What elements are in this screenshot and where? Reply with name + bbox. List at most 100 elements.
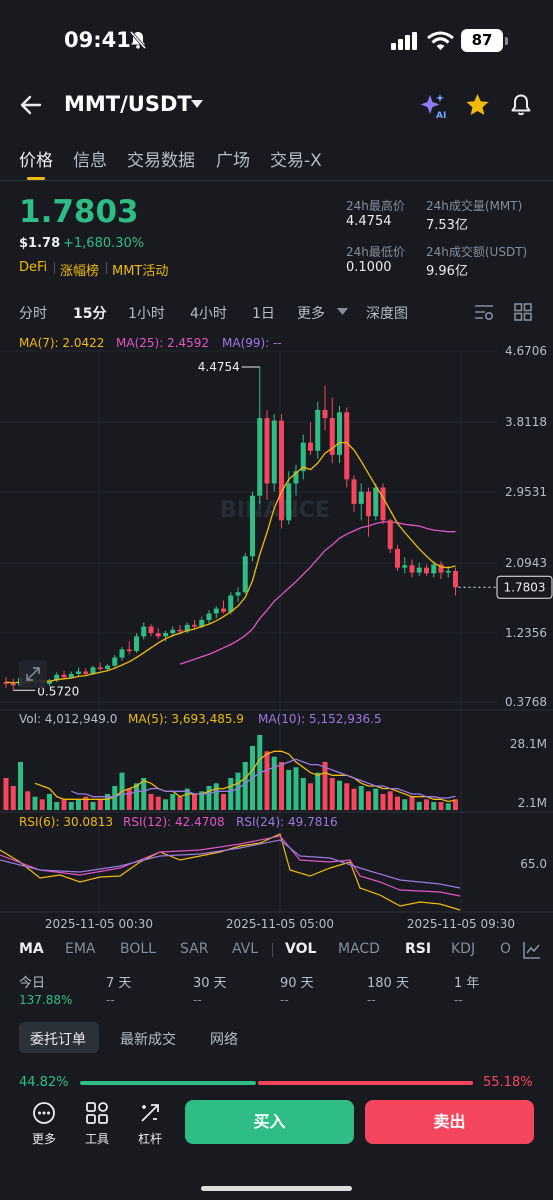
candle-body [177,629,183,632]
candle-body [148,626,154,634]
interval-15m[interactable]: 15分 [73,306,107,322]
tab-trading-data[interactable]: 交易数据 [127,151,195,171]
volume-bar [402,799,408,810]
period-90d-value: -- [280,993,289,1007]
grid-layout-icon[interactable] [514,303,532,321]
tab-price[interactable]: 价格 [19,151,53,171]
caret-down-icon [337,308,348,315]
buy-ratio-bar [80,1081,256,1085]
indicator-ma[interactable]: MA [19,941,44,957]
period-180d-value: -- [367,993,376,1007]
tab-order-book[interactable]: 委托订单 [30,1032,86,1048]
candle-body [61,674,67,678]
pair-title[interactable]: MMT/USDT [64,92,192,116]
tab-trade-x[interactable]: 交易-X [270,151,322,171]
candle-body [366,491,371,517]
tools-icon[interactable] [85,1101,109,1125]
tag-mmt-event[interactable]: MMT活动 [112,264,169,279]
candle-body [431,564,437,574]
volume-bar [358,785,364,810]
indicator-macd[interactable]: MACD [338,941,380,957]
candle-body [351,479,357,504]
star-icon[interactable] [465,93,490,117]
leverage-icon[interactable] [138,1101,162,1125]
period-30d-value: -- [193,993,202,1007]
candle-body [445,570,451,573]
tab-network[interactable]: 网络 [210,1032,238,1048]
indicator-vol[interactable]: VOL [285,941,317,957]
fullscreen-icon[interactable] [19,660,47,688]
buy-button[interactable]: 买入 [185,1100,354,1144]
watermark: BINANCE [220,498,330,523]
interval-1h[interactable]: 1小时 [128,306,165,322]
candle-body [409,565,415,573]
volume-bar [76,799,81,810]
volume-bar [453,799,458,810]
tag-gainers[interactable]: 涨幅榜 [60,264,100,279]
volume-bar [221,793,226,810]
interval-more[interactable]: 更多 [297,306,325,322]
indicator-boll[interactable]: BOLL [120,941,156,957]
stat-volume-label: 24h成交量(MMT) [426,199,523,213]
candles [3,366,458,691]
last-price: 1.7803 [19,194,139,230]
sell-button[interactable]: 卖出 [365,1100,534,1144]
volume-bar [148,793,154,810]
bell-icon[interactable] [509,93,533,117]
tab-info[interactable]: 信息 [73,151,107,171]
interval-1d[interactable]: 1日 [252,306,275,322]
tab-square[interactable]: 广场 [216,151,250,171]
volume-bar [47,793,52,810]
chevron-down-icon[interactable] [190,99,204,109]
indicator-sar[interactable]: SAR [180,941,209,957]
leverage-label[interactable]: 杠杆 [138,1132,163,1146]
indicator-avl[interactable]: AVL [232,941,259,957]
header-divider [0,180,553,181]
interval-4h[interactable]: 4小时 [190,306,227,322]
candle-body [279,420,284,521]
period-7d-label: 7 天 [106,976,132,991]
volume-bar [18,761,23,810]
candlestick-chart[interactable]: BINANCE MA(7): 2.0422 MA(25): 2.4592 MA(… [0,330,553,933]
tools-label[interactable]: 工具 [85,1132,110,1146]
tag-defi[interactable]: DeFi [19,260,48,275]
indicator-kdj[interactable]: KDJ [451,941,476,957]
volume-bar [387,791,393,810]
volume-bar [134,783,139,810]
ai-sparkle-icon[interactable]: AI [420,93,448,119]
interval-depth[interactable]: 深度图 [366,306,408,322]
status-time: 09:41 [64,28,131,52]
indicator-ema[interactable]: EMA [65,941,96,957]
vol-ma10-legend: MA(10): 5,152,936.5 [258,712,382,726]
volume-bar [206,785,212,810]
candle-body [402,565,408,568]
volume-bar [25,791,31,810]
candle-body [453,570,458,588]
volume-bar [213,783,219,810]
more-icon[interactable] [32,1101,56,1125]
tab-latest-trades[interactable]: 最新成交 [120,1032,176,1048]
volume-axis-label: 2.1M [518,796,547,810]
volume-bar [279,761,284,810]
candle-body [329,418,335,455]
period-7d-value: -- [106,993,115,1007]
chart-settings-icon[interactable] [474,303,494,321]
stat-low-value: 0.1000 [346,260,392,275]
ma7-path [5,441,456,684]
stat-high-value: 4.4754 [346,214,392,229]
volume-bar [68,801,74,810]
indicator-rsi[interactable]: RSI [405,941,432,957]
interval-timeline[interactable]: 分时 [19,306,47,322]
chart-grid [0,350,497,912]
period-90d-label: 90 天 [280,976,314,991]
wifi-icon [427,31,454,50]
stat-volume-value: 7.53亿 [426,218,468,233]
candle-body [213,608,219,614]
indicator-obv[interactable]: OBV [500,941,510,957]
volume-bar [83,796,89,810]
candle-body [358,491,364,504]
indicator-chart-icon[interactable] [522,940,542,960]
back-arrow-icon[interactable] [20,94,42,116]
more-label[interactable]: 更多 [32,1132,57,1146]
volume-bar [163,799,168,810]
